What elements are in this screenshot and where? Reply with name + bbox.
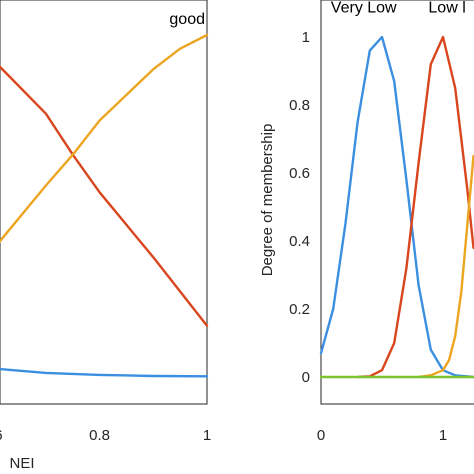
- x-tick-label: 1: [439, 427, 447, 444]
- left-x-axis-label: NEI: [9, 455, 34, 472]
- x-tick-label: 0.6: [0, 427, 3, 444]
- curve-annotation: Very Low: [331, 0, 397, 17]
- y-tick-label: 0: [302, 369, 310, 386]
- left-plot-frame: [0, 0, 208, 405]
- y-tick-label: 0.8: [289, 97, 310, 114]
- right-y-axis-label: Degree of membership: [259, 124, 276, 277]
- x-tick-label: 1: [203, 427, 211, 444]
- x-tick-label: 0: [317, 427, 325, 444]
- curve-annotation: Low l: [428, 0, 465, 17]
- membership-curve-0-1: [0, 65, 209, 327]
- membership-curve-0-2: [0, 33, 209, 243]
- y-tick-label: 0.6: [289, 165, 310, 182]
- x-tick-label: 0.8: [89, 427, 110, 444]
- y-tick-label: 0.4: [289, 233, 310, 250]
- degree-membership-panel: 0 1 0 0.2 0.4 0.6 0.8 1 Very Low Low l Degree of…: [259, 0, 474, 444]
- y-tick-label: 0.2: [289, 301, 310, 318]
- nei-membership-panel: .40.60.81 Normalgood NEI: [0, 0, 211, 472]
- membership-curve-1-2: [417, 154, 474, 379]
- membership-curve-1-1: [356, 35, 474, 379]
- membership-curve-0-0: [0, 367, 209, 378]
- right-plot-frame: [320, 0, 474, 405]
- curve-annotation: good: [169, 11, 205, 28]
- y-tick-label: 1: [302, 29, 310, 46]
